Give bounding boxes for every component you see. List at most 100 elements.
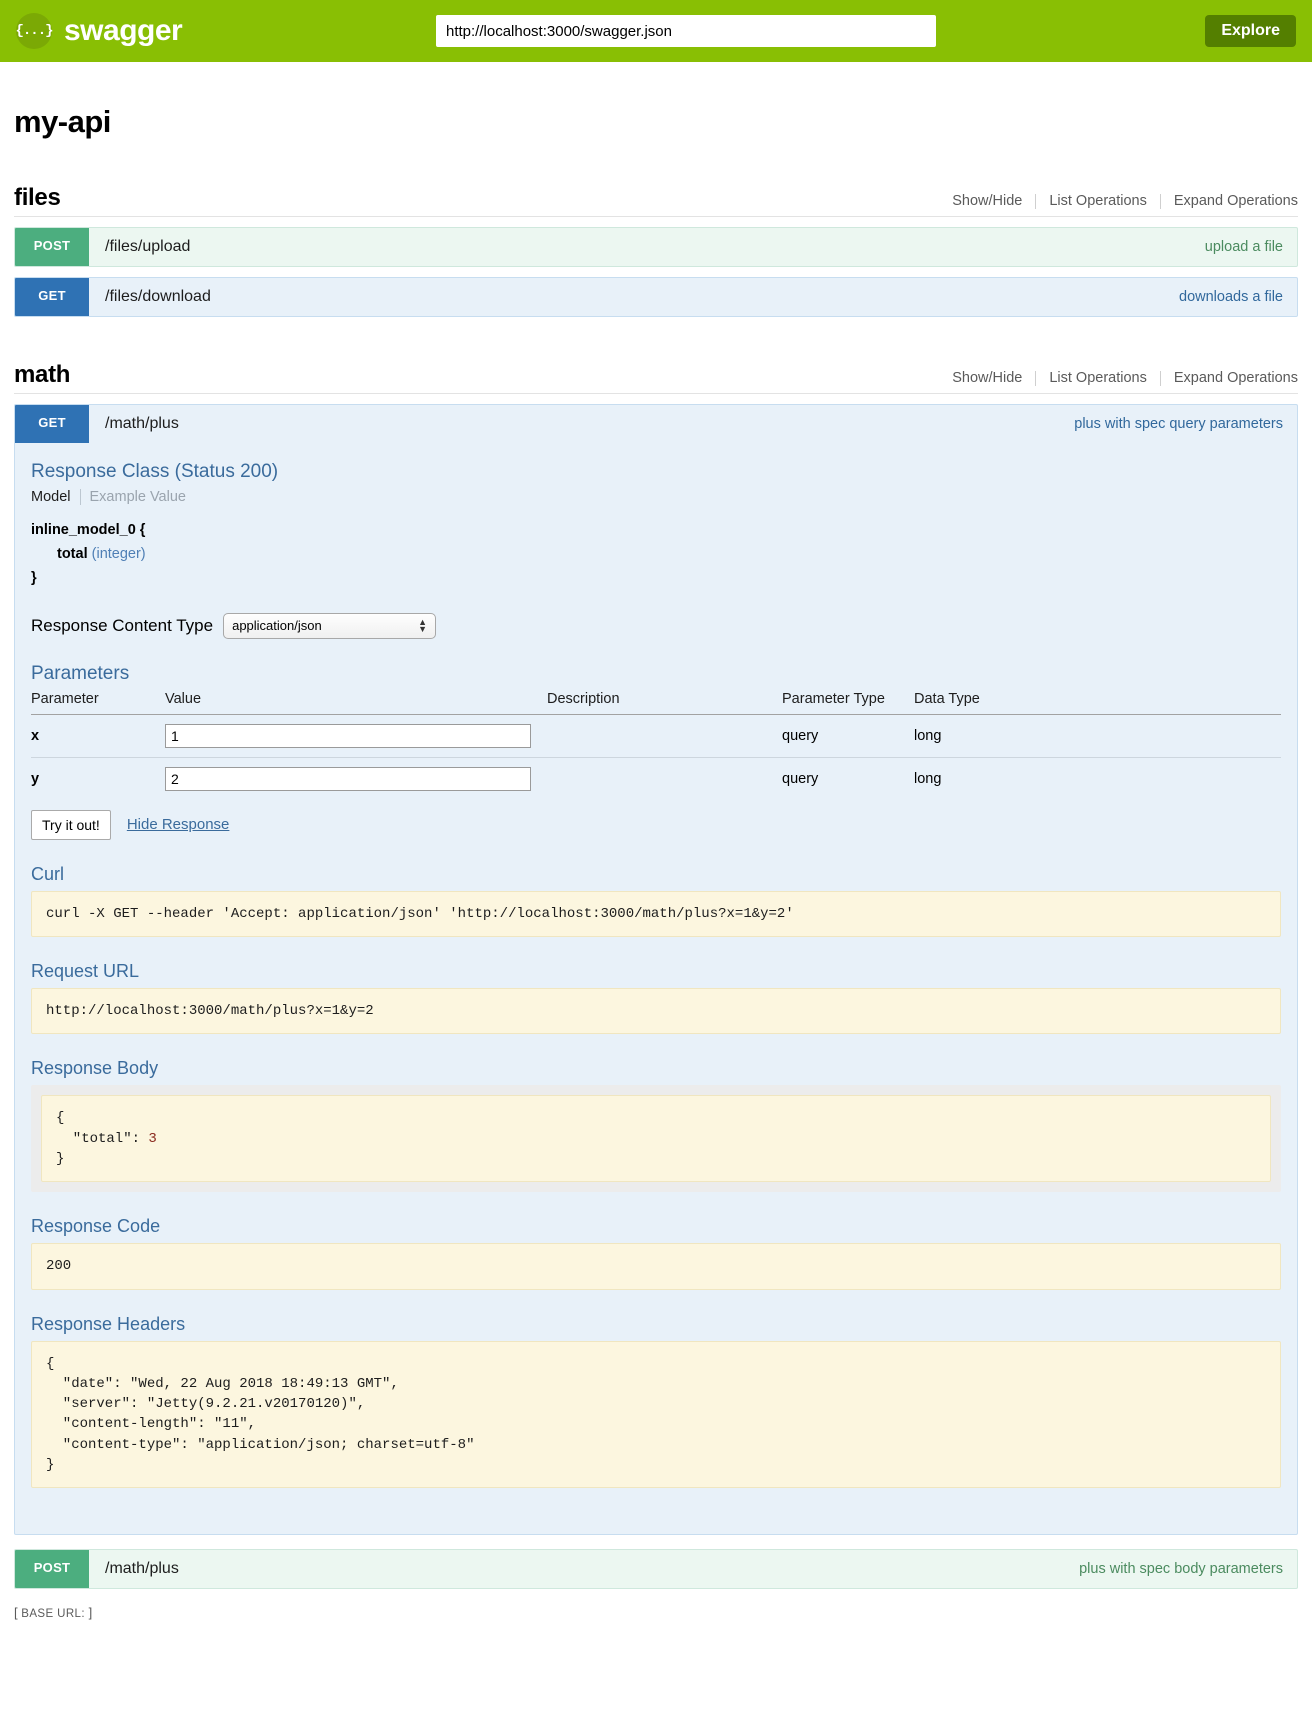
divider bbox=[1035, 193, 1037, 209]
resource-header-math: math Show/Hide List Operations Expand Op… bbox=[14, 361, 1298, 394]
response-class-title: Response Class (Status 200) bbox=[31, 461, 279, 482]
response-body-title: Response Body bbox=[31, 1058, 159, 1079]
parameter-description-x bbox=[547, 714, 782, 758]
chevron-updown-icon: ▲ ▼ bbox=[418, 616, 428, 634]
response-content-type-select[interactable]: application/json ▲ ▼ bbox=[223, 612, 437, 639]
list-operations-link-files[interactable]: List Operations bbox=[1049, 193, 1147, 209]
json-key-total: "total": bbox=[56, 1130, 149, 1147]
resource-op-links-math: Show/Hide List Operations Expand Operati… bbox=[952, 370, 1298, 386]
model-close-line: } bbox=[31, 569, 37, 586]
base-url-label: BASE URL: bbox=[21, 1608, 85, 1621]
http-verb-badge: GET bbox=[15, 278, 89, 316]
request-url-value: http://localhost:3000/math/plus?x=1&y=2 bbox=[31, 988, 1281, 1035]
request-url-title: Request URL bbox=[31, 961, 140, 982]
http-verb-badge: POST bbox=[15, 1550, 89, 1589]
show-hide-link-files[interactable]: Show/Hide bbox=[952, 193, 1023, 209]
resource-name-math: math bbox=[14, 361, 71, 388]
endpoint-path: /files/download bbox=[105, 288, 211, 305]
page-content: my-api files Show/Hide List Operations E… bbox=[0, 104, 1312, 1590]
table-header-row: Parameter Value Description Parameter Ty… bbox=[31, 690, 1281, 715]
http-verb-badge: POST bbox=[15, 228, 89, 266]
parameter-data-type-y: long bbox=[914, 770, 942, 787]
model-property: total (integer) bbox=[31, 543, 1281, 567]
tab-example-value[interactable]: Example Value bbox=[89, 489, 186, 505]
parameters-table: Parameter Value Description Parameter Ty… bbox=[31, 690, 1281, 800]
column-header-parameter-type: Parameter Type bbox=[782, 690, 914, 715]
list-operations-link-math[interactable]: List Operations bbox=[1049, 370, 1147, 386]
endpoint-path: /math/plus bbox=[105, 1560, 179, 1578]
column-header-description: Description bbox=[547, 690, 782, 715]
spec-url-input[interactable] bbox=[436, 15, 936, 47]
parameter-value-cell-y bbox=[165, 757, 547, 800]
parameter-name-y: y bbox=[31, 770, 40, 787]
curl-command: curl -X GET --header 'Accept: applicatio… bbox=[31, 890, 1281, 938]
divider bbox=[1035, 370, 1037, 386]
footer-close-bracket: ] bbox=[88, 1605, 93, 1621]
expand-operations-link-math[interactable]: Expand Operations bbox=[1173, 370, 1298, 386]
parameter-name-x: x bbox=[31, 714, 165, 758]
model-open-line: inline_model_0 { bbox=[31, 522, 146, 538]
endpoint-get-files-download[interactable]: GET /files/download downloads a file bbox=[14, 277, 1298, 317]
footer-open-bracket: [ bbox=[14, 1605, 18, 1621]
endpoint-path: /files/upload bbox=[105, 238, 191, 255]
response-content-type-row: Response Content Type application/json ▲… bbox=[31, 612, 1281, 639]
column-header-data-type: Data Type bbox=[914, 690, 1281, 715]
parameter-value-cell-x bbox=[165, 714, 547, 758]
parameter-description-y bbox=[547, 757, 782, 800]
braces-icon: {...} bbox=[16, 13, 54, 49]
divider bbox=[1159, 193, 1161, 209]
brand-label: swagger bbox=[64, 14, 183, 47]
response-body-value: { "total": 3 } bbox=[41, 1095, 1271, 1183]
response-body-wrapper: { "total": 3 } bbox=[31, 1085, 1281, 1193]
parameter-type-y: query bbox=[782, 770, 819, 787]
endpoint-summary: plus with spec body parameters bbox=[1079, 1561, 1283, 1578]
hide-response-link[interactable]: Hide Response bbox=[126, 816, 230, 834]
topbar: {...} swagger Explore bbox=[0, 0, 1312, 62]
parameters-title: Parameters bbox=[31, 662, 130, 684]
operation-actions: Try it out! Hide Response bbox=[31, 809, 1281, 840]
model-signature: inline_model_0 { total (integer) } bbox=[31, 519, 1281, 591]
response-headers-value: { "date": "Wed, 22 Aug 2018 18:49:13 GMT… bbox=[31, 1340, 1281, 1489]
page-title: my-api bbox=[14, 104, 111, 139]
resource-op-links-files: Show/Hide List Operations Expand Operati… bbox=[952, 193, 1298, 209]
resource-header-files: files Show/Hide List Operations Expand O… bbox=[14, 184, 1298, 217]
endpoint-post-math-plus[interactable]: POST /math/plus plus with spec body para… bbox=[14, 1549, 1298, 1590]
table-row: x query long bbox=[31, 714, 1281, 758]
column-header-value: Value bbox=[165, 690, 547, 715]
model-property-type: (integer) bbox=[91, 545, 146, 562]
curl-title: Curl bbox=[31, 863, 65, 884]
response-code-value: 200 bbox=[31, 1243, 1281, 1290]
table-row: y query long bbox=[31, 757, 1281, 800]
parameter-data-type-x: long bbox=[914, 714, 1281, 758]
json-close-brace: } bbox=[56, 1150, 65, 1167]
tab-model[interactable]: Model bbox=[31, 489, 71, 505]
json-value-total: 3 bbox=[148, 1130, 157, 1147]
response-content-type-label: Response Content Type bbox=[31, 615, 214, 635]
response-headers-title: Response Headers bbox=[31, 1313, 186, 1334]
divider bbox=[79, 489, 81, 505]
model-property-name: total bbox=[57, 545, 88, 562]
parameter-input-y[interactable] bbox=[165, 766, 531, 791]
column-header-parameter: Parameter bbox=[31, 690, 165, 715]
http-verb-badge: GET bbox=[15, 405, 89, 443]
show-hide-link-math[interactable]: Show/Hide bbox=[952, 370, 1023, 386]
response-code-title: Response Code bbox=[31, 1216, 161, 1237]
model-tabs: Model Example Value bbox=[31, 489, 1281, 505]
response-content-type-value: application/json bbox=[232, 618, 322, 634]
parameter-type-x: query bbox=[782, 714, 914, 758]
swagger-logo[interactable]: {...} swagger bbox=[16, 13, 436, 49]
endpoint-get-math-plus[interactable]: GET /math/plus plus with spec query para… bbox=[14, 404, 1298, 443]
parameter-input-x[interactable] bbox=[165, 723, 531, 748]
json-open-brace: { bbox=[56, 1110, 65, 1127]
endpoint-summary: upload a file bbox=[1204, 239, 1283, 255]
explore-button[interactable]: Explore bbox=[1205, 15, 1296, 47]
endpoint-summary: downloads a file bbox=[1179, 289, 1283, 305]
operation-detail-panel: Response Class (Status 200) Model Exampl… bbox=[14, 443, 1298, 1536]
divider bbox=[1159, 370, 1161, 386]
footer: [ BASE URL: ] bbox=[0, 1589, 1312, 1640]
try-it-out-button[interactable]: Try it out! bbox=[31, 809, 111, 840]
endpoint-summary: plus with spec query parameters bbox=[1074, 416, 1283, 432]
endpoint-post-files-upload[interactable]: POST /files/upload upload a file bbox=[14, 227, 1298, 267]
expand-operations-link-files[interactable]: Expand Operations bbox=[1173, 193, 1298, 209]
endpoint-path: /math/plus bbox=[105, 415, 179, 432]
